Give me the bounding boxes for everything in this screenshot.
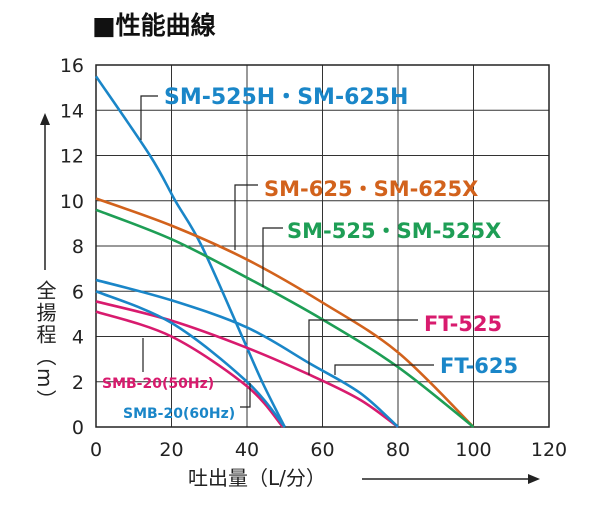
chart-title: ■性能曲線 [92,11,216,40]
y-tick-label: 2 [72,372,84,394]
y-tick-label: 6 [72,281,84,303]
series-line [95,290,286,428]
y-tick-label: 16 [60,55,84,77]
series-line [95,310,284,428]
x-tick-label: 120 [531,439,567,461]
x-axis-arrowhead [528,474,540,484]
y-axis-arrowhead [40,113,50,125]
leader-line [140,95,158,140]
x-tick-label: 40 [235,439,259,461]
x-tick-label: 20 [159,439,183,461]
y-tick-label: 12 [60,146,84,168]
leader-line [234,184,258,250]
x-tick-label: 60 [310,439,334,461]
x-tick-label: 80 [386,439,410,461]
leader-line [240,383,251,408]
y-tick-label: 10 [60,191,84,213]
series-line [95,278,399,428]
y-tick-label: 14 [60,100,84,122]
plot-frame [95,64,550,428]
x-tick-label: 100 [455,439,491,461]
leader-line [334,364,434,375]
y-axis-label: 全揚程（m） [33,280,57,412]
series-line [95,208,475,429]
series-label: FT-525 [424,312,502,336]
leader-line [262,227,283,287]
series-label: SMB-20(50Hz) [102,376,214,392]
series-label: SM-525・SM-525X [287,219,501,243]
series-line [94,75,286,428]
series-label: FT-625 [440,354,518,378]
series-label: SM-625・SM-625X [264,177,478,201]
x-axis-label: 吐出量（L/分） [188,466,326,490]
series-label: SM-525H・SM-625H [164,85,408,110]
leader-line [308,319,418,375]
x-tick-label: 0 [90,439,102,461]
y-tick-label: 8 [72,236,84,258]
series-label: SMB-20(60Hz) [123,406,235,422]
y-tick-label: 4 [72,327,84,349]
y-tick-label: 0 [72,417,84,439]
